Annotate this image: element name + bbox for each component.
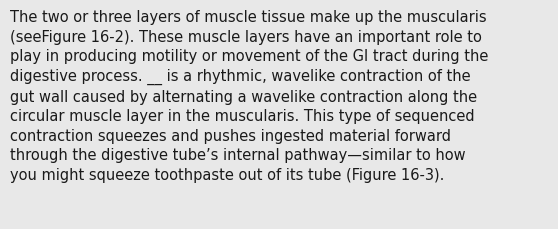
Text: The two or three layers of muscle tissue make up the muscularis
(seeFigure 16-2): The two or three layers of muscle tissue… <box>10 10 488 182</box>
